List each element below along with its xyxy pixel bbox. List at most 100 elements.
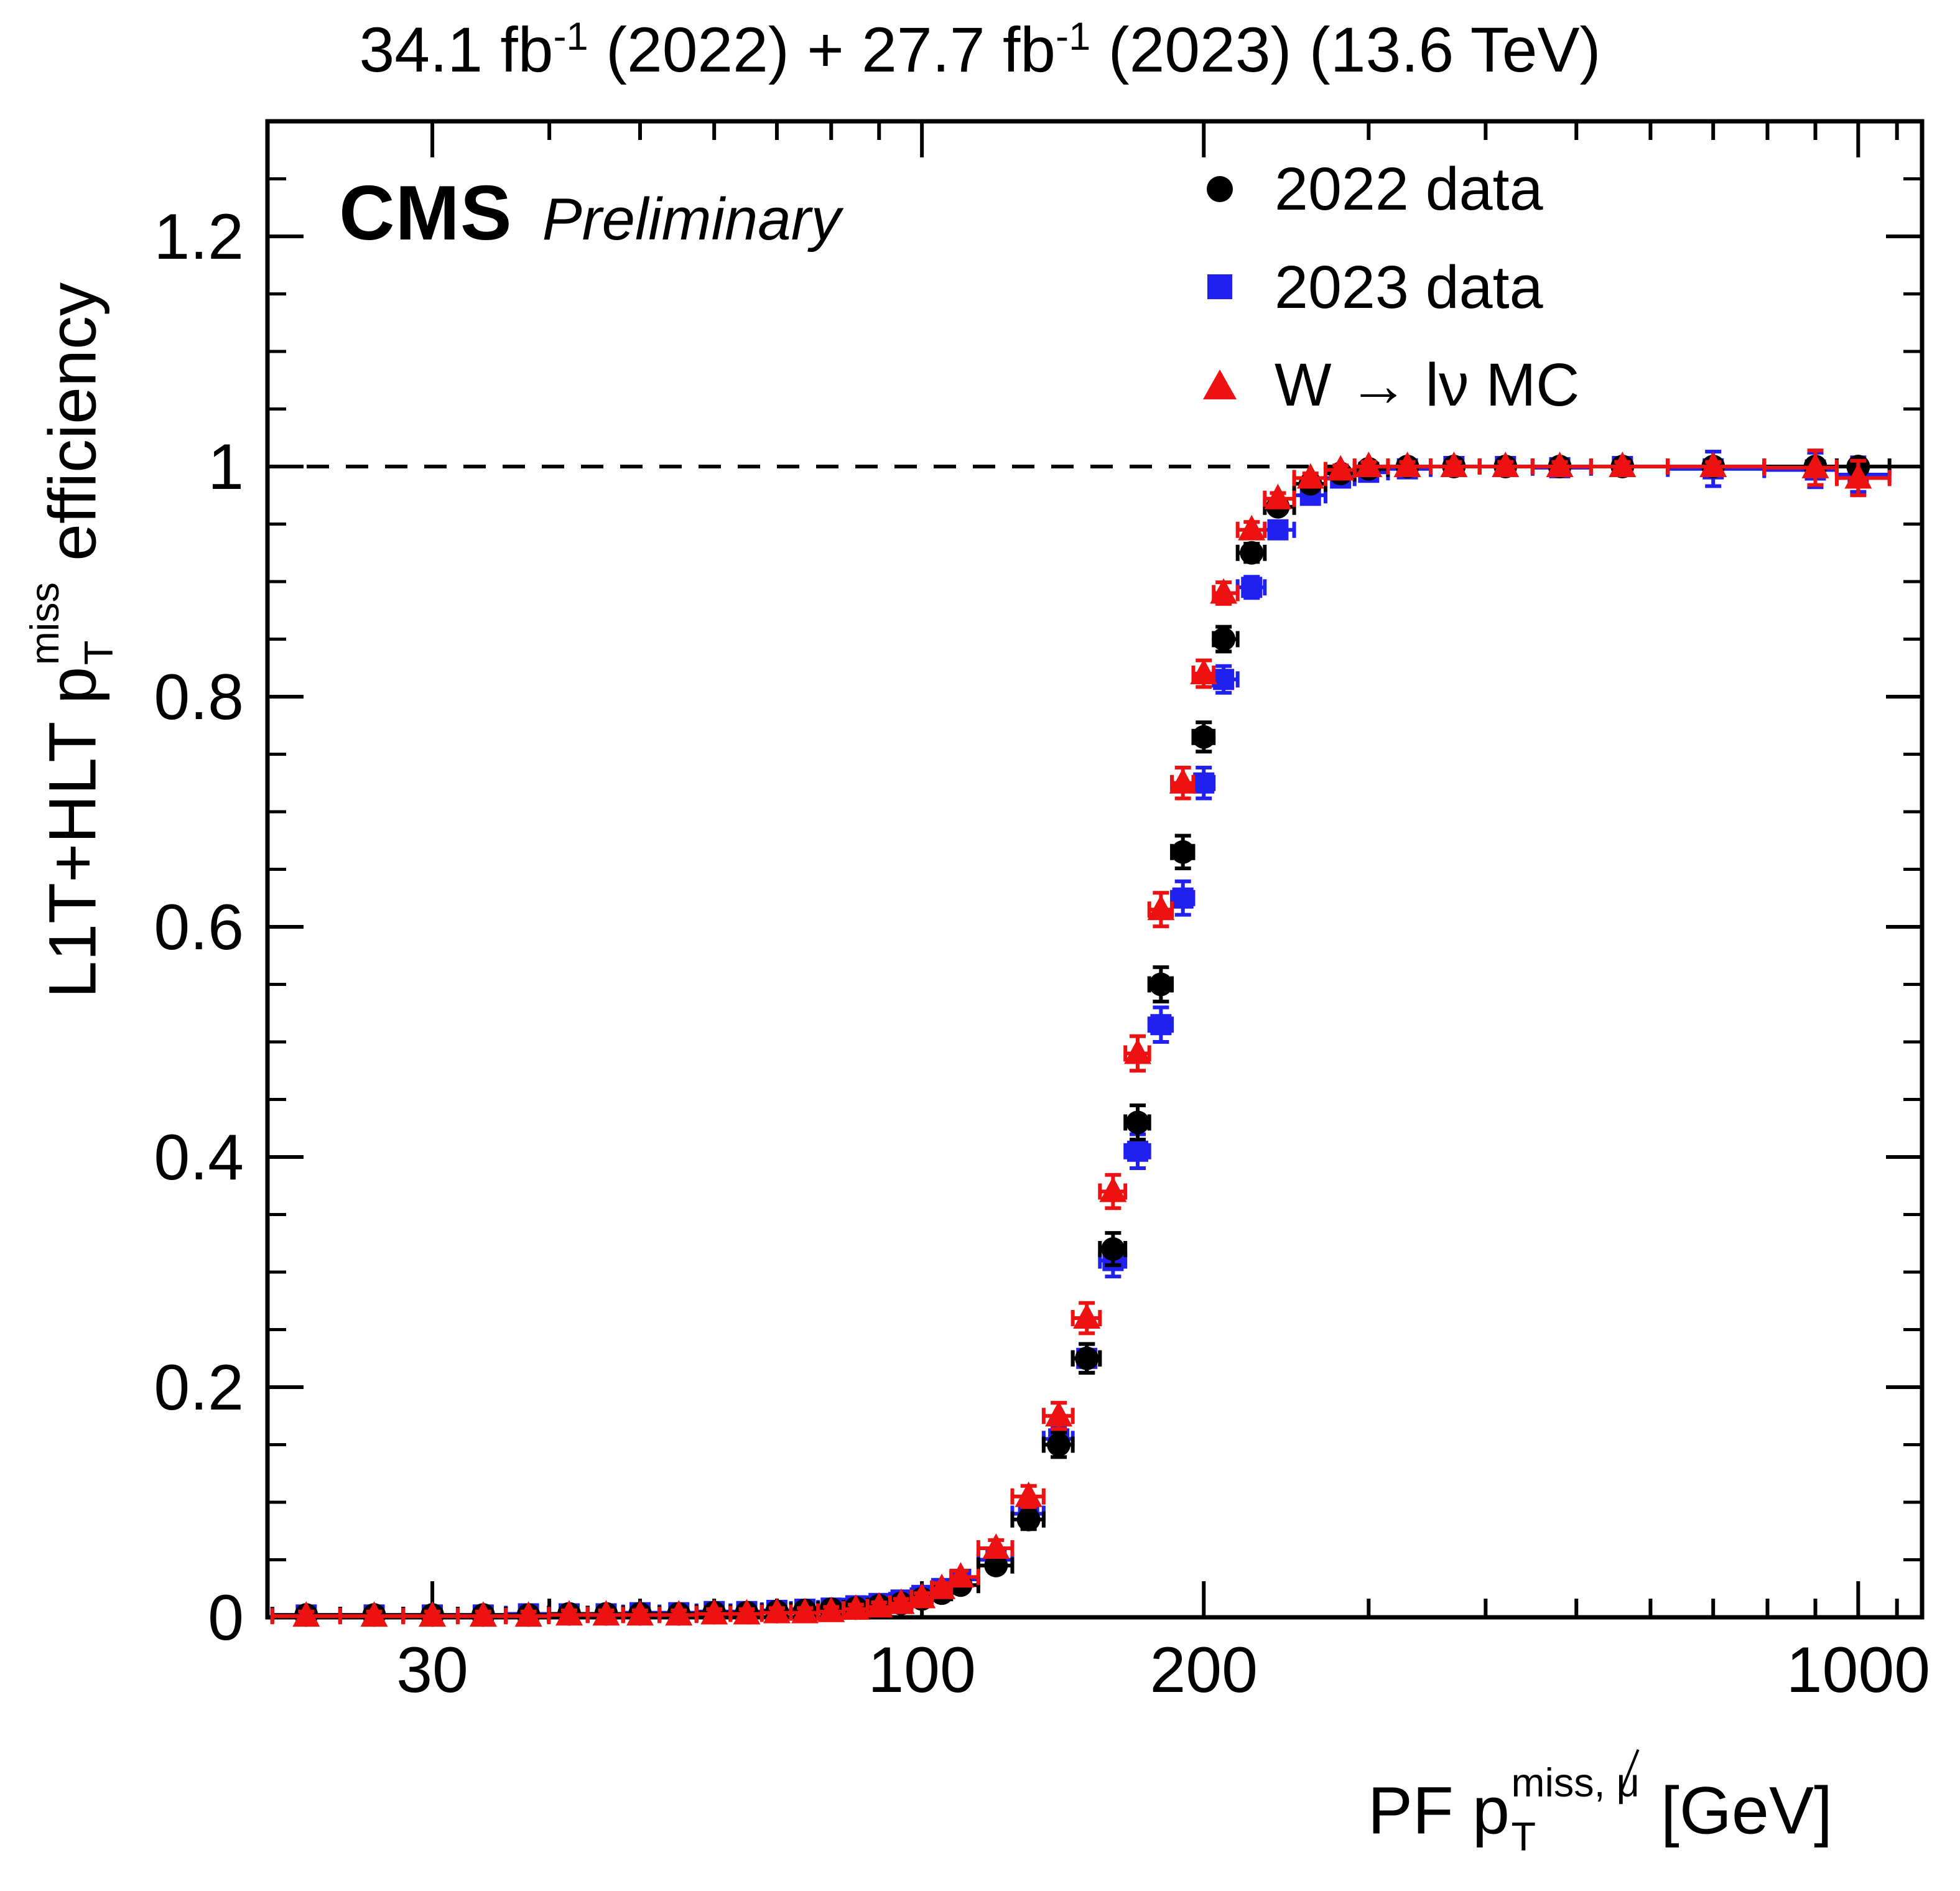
data-point-marker bbox=[887, 1588, 915, 1614]
data-point-marker bbox=[665, 1600, 693, 1626]
y-tick-label: 0.2 bbox=[154, 1352, 244, 1424]
data-point-marker bbox=[1101, 1237, 1125, 1261]
data-point-marker bbox=[1150, 1014, 1172, 1036]
data-point-marker bbox=[842, 1594, 870, 1620]
data-point-marker bbox=[469, 1601, 497, 1627]
circle-marker-icon bbox=[1197, 167, 1242, 211]
data-point-marker bbox=[1169, 768, 1197, 794]
preliminary-label: Preliminary bbox=[542, 186, 841, 253]
data-point-marker bbox=[1264, 483, 1292, 509]
data-point-marker bbox=[1193, 772, 1215, 794]
legend-item-w-lnu-mc: W → lν MC bbox=[1197, 350, 1579, 420]
data-point-marker bbox=[1126, 1110, 1150, 1135]
data-point-marker bbox=[700, 1599, 728, 1625]
data-point-marker bbox=[1124, 1038, 1152, 1064]
lumi-part: 34.1 fb bbox=[359, 14, 554, 85]
data-point-marker bbox=[1099, 1176, 1127, 1202]
data-point-marker bbox=[1393, 452, 1421, 477]
lumi-title: 34.1 fb-1 (2022) + 27.7 fb-1 (2023) (13.… bbox=[0, 14, 1960, 86]
legend-item-2023-data: 2023 data bbox=[1197, 253, 1579, 322]
data-point-marker bbox=[1047, 1433, 1071, 1457]
legend-label: 2023 data bbox=[1275, 253, 1543, 321]
lumi-sup: -1 bbox=[553, 15, 588, 59]
data-point-marker bbox=[1546, 452, 1574, 477]
triangle-marker-icon bbox=[1197, 363, 1242, 407]
data-point-marker bbox=[1171, 840, 1195, 864]
y-tick-label: 1.2 bbox=[154, 201, 244, 273]
x-title-suffix: [GeV] bbox=[1642, 1772, 1832, 1848]
y-title-suffix: efficiency bbox=[34, 282, 110, 580]
data-point-marker bbox=[419, 1601, 447, 1627]
y-tick-label: 0.8 bbox=[154, 661, 244, 733]
x-axis: 30 100 200 1000 bbox=[266, 121, 1930, 1706]
data-point-marker bbox=[763, 1597, 791, 1624]
lumi-sup: -1 bbox=[1056, 15, 1091, 59]
data-point-marker bbox=[908, 1582, 936, 1609]
x-tick-label: 30 bbox=[396, 1634, 468, 1706]
data-point-marker bbox=[1238, 514, 1266, 541]
data-point-marker bbox=[1440, 452, 1468, 477]
x-tick-label: 1000 bbox=[1786, 1634, 1930, 1706]
y-title-subsup: miss T bbox=[22, 582, 122, 666]
data-point-marker bbox=[555, 1600, 583, 1626]
slashed-mu: μ bbox=[1617, 1755, 1640, 1810]
data-point-marker bbox=[1240, 541, 1264, 565]
x-tick-label: 100 bbox=[868, 1634, 976, 1706]
data-point-marker bbox=[984, 1553, 1008, 1577]
data-point-marker bbox=[1844, 463, 1872, 489]
data-point-marker bbox=[1355, 452, 1383, 477]
data-point-marker bbox=[1073, 1303, 1101, 1329]
data-point-marker bbox=[514, 1601, 542, 1627]
data-point-marker bbox=[1296, 463, 1324, 489]
data-point-marker bbox=[1212, 627, 1236, 651]
data-point-marker bbox=[1190, 659, 1218, 684]
data-point-marker bbox=[1609, 452, 1637, 477]
x-tick-label: 200 bbox=[1150, 1634, 1258, 1706]
data-point-marker bbox=[1015, 1481, 1043, 1507]
data-point-marker bbox=[1192, 725, 1216, 749]
data-point-marker bbox=[1127, 1140, 1149, 1162]
y-tick-label: 1 bbox=[208, 431, 244, 503]
data-point-marker bbox=[791, 1597, 819, 1624]
data-point-marker bbox=[592, 1600, 620, 1626]
legend-label: W → lν MC bbox=[1275, 351, 1580, 419]
data-point-marker bbox=[1075, 1346, 1099, 1370]
legend-item-2022-data: 2022 data bbox=[1197, 154, 1579, 224]
lumi-part: (2022) + 27.7 fb bbox=[588, 14, 1056, 85]
series-w-lnu-mc bbox=[270, 448, 1892, 1627]
y-title-prefix: L1T+HLT p bbox=[34, 666, 110, 998]
data-point-marker bbox=[947, 1562, 975, 1588]
data-point-marker bbox=[1045, 1401, 1073, 1427]
data-point-marker bbox=[1492, 452, 1520, 477]
y-tick-label: 0.6 bbox=[154, 891, 244, 964]
data-point-marker bbox=[1267, 519, 1289, 541]
series-2022-data bbox=[270, 455, 1892, 1627]
square-marker-icon bbox=[1197, 264, 1242, 309]
data-point-marker bbox=[1801, 452, 1829, 478]
y-tick-label: 0.4 bbox=[154, 1122, 244, 1194]
data-point-marker bbox=[1149, 972, 1173, 997]
x-title-prefix: PF p bbox=[1367, 1772, 1510, 1848]
data-point-marker bbox=[928, 1573, 956, 1599]
lumi-part: (2023) (13.6 TeV) bbox=[1090, 14, 1601, 85]
y-axis: 0 0.2 0.4 0.6 0.8 1 1.2 bbox=[154, 177, 1922, 1654]
legend: 2022 data 2023 data W → lν MC bbox=[1197, 154, 1579, 420]
data-point-marker bbox=[1016, 1507, 1041, 1531]
plot-frame bbox=[265, 119, 1925, 1620]
data-point-marker bbox=[817, 1596, 845, 1622]
data-point-marker bbox=[1241, 577, 1263, 598]
data-point-marker bbox=[982, 1533, 1010, 1559]
data-point-marker bbox=[626, 1600, 654, 1626]
data-point-marker bbox=[1213, 669, 1235, 690]
data-point-marker bbox=[1210, 578, 1238, 604]
y-axis-title: L1T+HLT p miss T efficiency bbox=[17, 282, 126, 998]
data-point-marker bbox=[1147, 894, 1175, 921]
cms-logo-text: CMS bbox=[339, 170, 513, 256]
y-tick-label: 0 bbox=[208, 1582, 244, 1654]
data-point-marker bbox=[733, 1599, 761, 1625]
experiment-label: CMS Preliminary bbox=[339, 169, 841, 258]
data-point-marker bbox=[1172, 887, 1194, 909]
